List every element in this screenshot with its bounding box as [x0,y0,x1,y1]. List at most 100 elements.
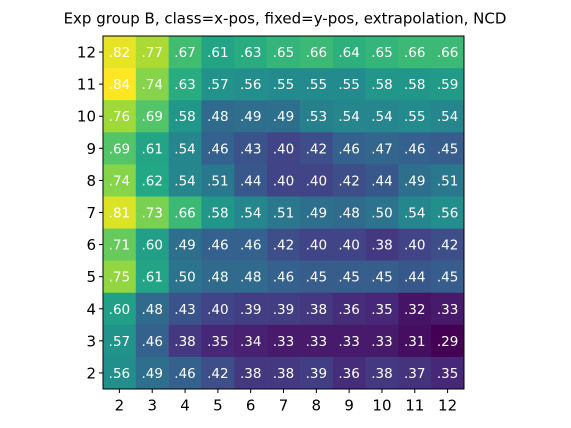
cell-label: .49 [240,109,261,125]
cell-label: .59 [437,77,458,93]
heatmap-cell [201,68,235,101]
heatmap-cell [299,164,334,197]
cell-label: .54 [371,109,392,125]
heatmap-cell [201,356,235,390]
cell-label: .42 [306,141,327,157]
cell-label: .43 [174,302,195,318]
heatmap-cell [168,132,202,165]
cell-label: .46 [240,238,261,254]
x-tick-label: 4 [180,397,190,415]
cell-label: .51 [437,173,458,189]
heatmap-cell [135,132,169,165]
cell-label: .55 [338,77,359,93]
cell-label: .54 [240,206,261,222]
heatmap-cell [234,196,268,229]
heatmap-cell [201,164,235,197]
cell-label: .56 [240,77,261,93]
cell-label: .33 [306,334,327,350]
cell-label: .57 [109,334,130,350]
heatmap-cell [135,292,169,326]
cell-label: .46 [404,141,425,157]
cell-label: .60 [109,302,130,318]
heatmap-cell [332,100,366,133]
cell-label: .38 [240,366,261,382]
heatmap-cell [431,100,465,133]
cell-label: .58 [404,77,425,93]
cell-label: .76 [109,109,130,125]
cell-label: .43 [240,141,261,157]
cell-label: .61 [141,141,162,157]
cell-label: .47 [371,141,392,157]
cell-label: .81 [109,206,130,222]
heatmap-cell [299,324,334,358]
x-tick-label: 10 [372,397,391,415]
heatmap-cell [103,132,137,165]
cell-label: .42 [273,238,294,254]
heatmap-cell [365,36,399,69]
heatmap-cell [267,292,301,326]
cell-label: .35 [207,334,228,350]
heatmap-cell [201,292,235,326]
x-tick-label: 8 [312,397,322,415]
chart-title: Exp group B, class=x-pos, fixed=y-pos, e… [64,10,507,28]
cell-label: .46 [207,141,228,157]
cell-label: .69 [141,109,162,125]
heatmap-cell [299,36,334,69]
heatmap-cell [267,132,301,165]
y-tick-label: 7 [86,204,96,222]
cell-label: .66 [404,45,425,61]
heatmap-cell [332,164,366,197]
cell-label: .54 [174,141,195,157]
cell-label: .32 [404,302,425,318]
heatmap-cell [103,292,137,326]
cell-label: .44 [371,173,392,189]
heatmap-cell [201,132,235,165]
cell-label: .42 [338,173,359,189]
cell-label: .29 [437,334,458,350]
heatmap-cell [365,164,399,197]
heatmap-cell [234,228,268,261]
heatmap-cell [431,68,465,101]
cell-label: .45 [371,270,392,286]
cell-label: .39 [273,302,294,318]
heatmap-cell [332,292,366,326]
heatmap-cell [365,260,399,294]
cell-label: .42 [207,366,228,382]
heatmap-cell [365,356,399,390]
heatmap-cell [398,324,432,358]
cell-label: .49 [141,366,162,382]
heatmap-cell [168,228,202,261]
cell-label: .35 [437,366,458,382]
cell-label: .65 [273,45,294,61]
heatmap-cell [398,196,432,229]
cell-label: .60 [141,238,162,254]
x-tick-label: 2 [115,397,125,415]
cell-label: .66 [174,206,195,222]
cell-label: .45 [437,141,458,157]
cell-label: .38 [371,238,392,254]
cell-label: .55 [306,77,327,93]
heatmap-cell [234,356,268,390]
cell-label: .54 [338,109,359,125]
heatmap-cell [135,324,169,358]
cell-label: .57 [207,77,228,93]
cell-label: .71 [109,238,130,254]
heatmap-cell [332,132,366,165]
y-tick-label: 12 [77,44,96,62]
x-tick-label: 12 [438,397,457,415]
heatmap-cell [431,356,465,390]
cell-label: .53 [306,109,327,125]
heatmap-cell [168,164,202,197]
cell-label: .35 [371,302,392,318]
heatmap-cell [431,324,465,358]
heatmap-cell [332,196,366,229]
cell-label: .38 [273,366,294,382]
heatmap-cell [299,356,334,390]
heatmap-cell [365,292,399,326]
cell-label: .63 [240,45,261,61]
heatmap-cell [365,132,399,165]
cell-label: .39 [306,366,327,382]
heatmap-cell [267,356,301,390]
cell-label: .61 [141,270,162,286]
